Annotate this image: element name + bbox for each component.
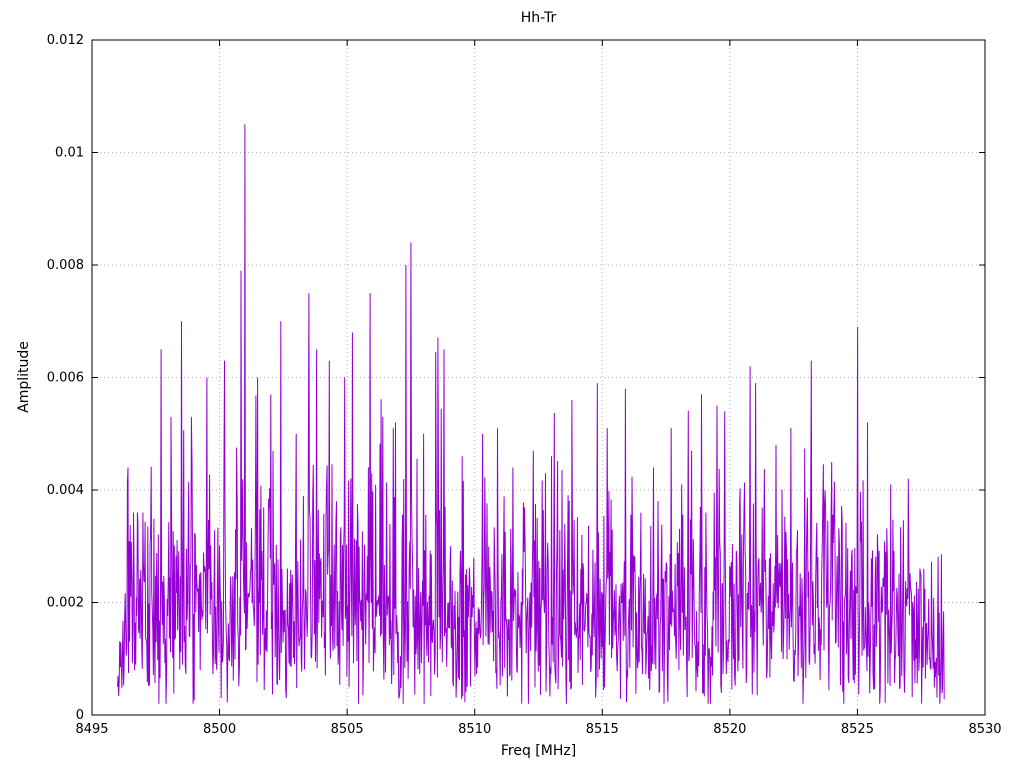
x-tick-label: 8525 [841,722,874,737]
x-tick-label: 8500 [203,722,236,737]
y-tick-label: 0.004 [47,483,84,498]
y-tick-label: 0 [76,708,84,723]
y-tick-label: 0.012 [47,33,84,48]
y-tick-label: 0.006 [47,371,84,386]
signal-trace [117,124,945,704]
x-tick-label: 8515 [586,722,619,737]
y-axis-label: Amplitude [16,341,32,413]
x-tick-label: 8495 [75,722,108,737]
chart-title: Hh-Tr [520,10,557,26]
y-tick-label: 0.008 [47,258,84,273]
x-tick-label: 8505 [331,722,364,737]
x-tick-label: 8510 [458,722,491,737]
y-tick-label: 0.002 [47,596,84,611]
x-tick-label: 8530 [968,722,1001,737]
y-tick-label: 0.01 [55,146,84,161]
x-tick-label: 8520 [713,722,746,737]
x-axis-label: Freq [MHz] [500,743,577,759]
